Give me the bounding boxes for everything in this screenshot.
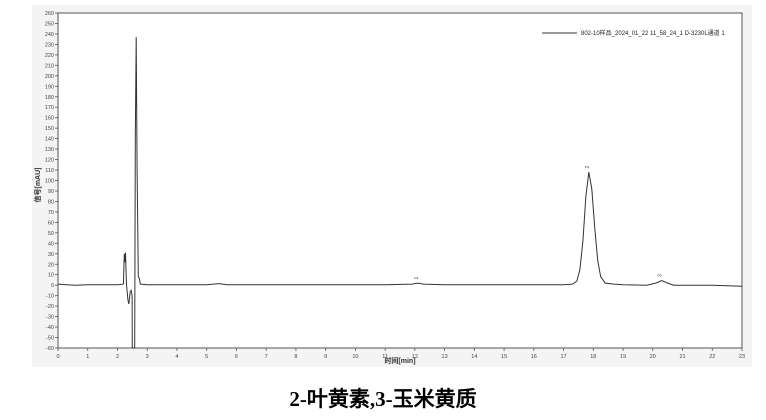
y-tick-label: 190 — [45, 84, 54, 90]
y-tick-label: 30 — [48, 252, 54, 258]
x-tick-label: 15 — [501, 354, 507, 360]
chromatogram-chart: -60 -50 -40 -30 -20 -10 0 10 20 30 40 50 60 70 80 90 100… — [32, 5, 752, 367]
y-tick-label: 80 — [48, 199, 54, 205]
y-tick-label: -40 — [46, 325, 54, 331]
figure-caption: 2-叶黄素,3-玉米黄质 — [289, 387, 477, 411]
y-tick-label: 50 — [48, 231, 54, 237]
y-tick-label: 70 — [48, 210, 54, 216]
y-tick-label: 250 — [45, 21, 54, 27]
y-tick-label: 100 — [45, 179, 54, 185]
y-tick-label: 110 — [45, 168, 54, 174]
y-tick-label: 120 — [45, 158, 54, 164]
x-tick-label: 3 — [146, 354, 149, 360]
x-tick-label: 1 — [86, 354, 89, 360]
y-tick-label: -20 — [46, 304, 54, 310]
peak-label: 1 — [414, 276, 420, 279]
plot-area — [57, 12, 743, 349]
y-axis: -60 -50 -40 -30 -20 -10 0 10 20 30 40 50 60 70 80 90 100… — [45, 11, 58, 352]
y-tick-label: 210 — [45, 63, 54, 69]
peak-label: 2 — [585, 166, 591, 169]
y-tick-label: 230 — [45, 42, 54, 48]
y-tick-label: 240 — [45, 32, 54, 38]
y-tick-label: 140 — [45, 137, 54, 143]
y-axis-label: 信号[mAU] — [33, 168, 42, 203]
traces — [57, 37, 743, 349]
x-tick-label: 23 — [739, 354, 745, 360]
x-axis: 0 1 2 3 4 5 6 7 8 9 10 11 12 13 14 15 16 17 18 19 20 21 22 23 — [56, 348, 745, 360]
x-tick-label: 19 — [620, 354, 626, 360]
x-tick-label: 7 — [265, 354, 268, 360]
x-tick-label: 22 — [709, 354, 715, 360]
y-tick-label: -30 — [46, 315, 54, 321]
y-tick-label: 180 — [45, 95, 54, 101]
x-tick-label: 0 — [56, 354, 59, 360]
x-tick-label: 2 — [116, 354, 119, 360]
x-tick-label: 6 — [235, 354, 238, 360]
x-tick-label: 20 — [650, 354, 656, 360]
x-tick-label: 18 — [590, 354, 596, 360]
x-tick-label: 5 — [205, 354, 208, 360]
x-tick-label: 10 — [352, 354, 358, 360]
legend-label: 802-10样品_2024_01_22 11_58_24_1 D-3230L通道… — [581, 29, 725, 37]
x-tick-label: 11 — [382, 354, 388, 360]
y-tick-label: 10 — [48, 273, 54, 279]
x-tick-label: 17 — [561, 354, 567, 360]
series-line — [57, 37, 743, 349]
y-tick-label: 150 — [45, 126, 54, 132]
y-tick-label: 20 — [48, 262, 54, 268]
peak-labels: 1 2 3 — [414, 166, 664, 280]
y-tick-label: -50 — [46, 336, 54, 342]
y-tick-label: 40 — [48, 241, 54, 247]
x-axis-label: 时间[min] — [384, 356, 415, 365]
y-tick-label: 90 — [48, 189, 54, 195]
y-tick-label: 0 — [51, 283, 54, 289]
x-tick-label: 21 — [679, 354, 685, 360]
y-tick-label: 60 — [48, 220, 54, 226]
x-tick-label: 9 — [324, 354, 327, 360]
y-tick-label: 160 — [45, 116, 54, 122]
y-tick-label: 260 — [45, 11, 54, 17]
legend: 802-10样品_2024_01_22 11_58_24_1 D-3230L通道… — [542, 29, 725, 37]
x-tick-label: 4 — [175, 354, 178, 360]
y-tick-label: -60 — [46, 346, 54, 352]
x-tick-label: 14 — [471, 354, 477, 360]
y-tick-label: 220 — [45, 53, 54, 59]
y-tick-label: 200 — [45, 74, 54, 80]
y-tick-label: 170 — [45, 105, 54, 111]
peak-label: 3 — [658, 274, 664, 277]
x-tick-label: 13 — [442, 354, 448, 360]
x-tick-label: 12 — [412, 354, 418, 360]
x-tick-label: 8 — [294, 354, 297, 360]
x-tick-label: 16 — [531, 354, 537, 360]
chart-svg: -60-50-40-30-20-100102030405060708090100… — [33, 11, 745, 365]
y-tick-label: 130 — [45, 147, 54, 153]
y-tick-label: -10 — [46, 294, 54, 300]
